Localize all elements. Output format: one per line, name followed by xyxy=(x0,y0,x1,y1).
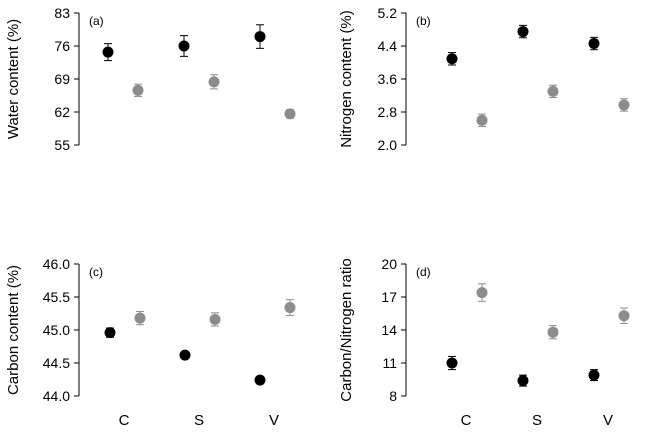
y-tick-label: 83 xyxy=(54,5,70,21)
y-tick-label: 44.0 xyxy=(43,388,70,404)
data-point-black xyxy=(179,349,191,361)
y-tick-label: 11 xyxy=(382,355,397,371)
y-tick-label: 44.5 xyxy=(43,355,70,371)
data-point-grey xyxy=(476,287,488,299)
data-point-grey xyxy=(618,99,630,111)
y-tick-label: 76 xyxy=(54,38,70,54)
y-tick-label: 17 xyxy=(381,289,397,305)
panel-3: 46.0 45.5 45.0 44.5 44.0 Carbon content (%) (c… xyxy=(5,256,296,429)
y-axis-title: Carbon/Nitrogen ratio xyxy=(338,258,355,401)
data-point-black xyxy=(517,375,529,387)
y-tick-label: 46.0 xyxy=(43,256,70,272)
data-point-black xyxy=(446,53,458,65)
y-tick-label: 2.0 xyxy=(378,137,398,153)
data-point-black xyxy=(178,40,190,52)
y-tick-label: 20 xyxy=(381,256,397,272)
panel-1: 83 76 69 62 55 Water content (%) (a) xyxy=(5,5,296,153)
data-point-black xyxy=(102,46,114,58)
x-category-label: S xyxy=(532,412,542,429)
data-point-grey xyxy=(547,326,559,338)
x-category-label: C xyxy=(461,412,472,429)
data-point-grey xyxy=(547,85,559,97)
data-point-black xyxy=(588,38,600,50)
y-tick-label: 62 xyxy=(54,104,70,120)
panel-label: (d) xyxy=(416,265,431,279)
y-tick-label: 69 xyxy=(54,71,70,87)
y-axis-title: Nitrogen content (%) xyxy=(338,10,355,148)
data-point-grey xyxy=(284,302,296,314)
data-point-black xyxy=(254,374,266,386)
x-category-label: S xyxy=(194,412,204,429)
x-category-label: V xyxy=(603,412,613,429)
y-tick-label: 55 xyxy=(54,137,70,153)
y-axis-title: Carbon content (%) xyxy=(5,265,22,395)
y-tick-label: 4.4 xyxy=(378,38,398,54)
y-tick-label: 8 xyxy=(389,388,397,404)
y-tick-label: 2.8 xyxy=(378,104,398,120)
data-point-black xyxy=(446,357,458,369)
panel-label: (a) xyxy=(89,14,104,28)
data-point-grey xyxy=(208,76,220,88)
y-tick-label: 5.2 xyxy=(378,5,398,21)
y-axis-title: Water content (%) xyxy=(5,19,22,139)
panel-label: (b) xyxy=(416,14,431,28)
data-point-black xyxy=(254,31,266,43)
x-category-label: C xyxy=(119,412,130,429)
x-category-label: V xyxy=(269,412,279,429)
data-point-grey xyxy=(134,312,146,324)
panel-4: 20 17 14 11 8 Carbon/Nitrogen ratio (d) C S V xyxy=(338,256,630,429)
data-point-black xyxy=(588,369,600,381)
data-point-grey xyxy=(209,313,221,325)
data-point-grey xyxy=(618,310,630,322)
data-point-black xyxy=(104,327,116,339)
y-tick-label: 45.0 xyxy=(43,322,70,338)
data-point-grey xyxy=(476,114,488,126)
data-point-black xyxy=(517,26,529,38)
y-tick-label: 45.5 xyxy=(43,289,70,305)
y-tick-label: 3.6 xyxy=(378,71,398,87)
data-point-grey xyxy=(284,108,296,120)
y-tick-label: 14 xyxy=(381,322,397,338)
panel-2: 5.2 4.4 3.6 2.8 2.0 Nitrogen content (%) (b) xyxy=(338,5,630,153)
panel-label: (c) xyxy=(89,265,103,279)
data-point-grey xyxy=(132,84,144,96)
